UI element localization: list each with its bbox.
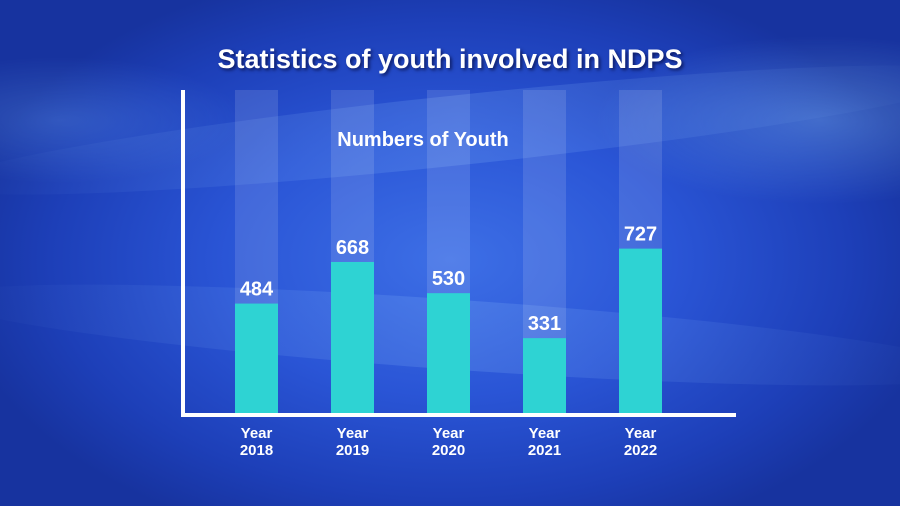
x-tick-label: Year bbox=[625, 425, 657, 442]
x-tick-label: Year bbox=[337, 425, 369, 442]
x-tick-label: Year bbox=[529, 425, 561, 442]
bar-value-label: 331 bbox=[528, 313, 561, 335]
bar bbox=[523, 338, 566, 413]
bar-value-label: 727 bbox=[624, 224, 657, 246]
x-tick-label: 2020 bbox=[432, 442, 465, 459]
bar bbox=[235, 303, 278, 413]
x-tick-label: 2022 bbox=[624, 442, 657, 459]
bar-value-label: 530 bbox=[432, 268, 465, 290]
bar-value-label: 668 bbox=[336, 237, 369, 259]
x-tick-label: Year bbox=[433, 425, 465, 442]
x-tick-label: 2019 bbox=[336, 442, 369, 459]
series-label: Numbers of Youth bbox=[337, 129, 508, 151]
chart-title: Statistics of youth involved in NDPS bbox=[217, 44, 683, 74]
bar bbox=[619, 248, 662, 413]
x-tick-label: 2018 bbox=[240, 442, 273, 459]
bar-value-label: 484 bbox=[240, 279, 274, 301]
x-tick-label: Year bbox=[241, 425, 273, 442]
x-tick-label: 2021 bbox=[528, 442, 561, 459]
bar bbox=[427, 293, 470, 413]
bar bbox=[331, 261, 374, 413]
